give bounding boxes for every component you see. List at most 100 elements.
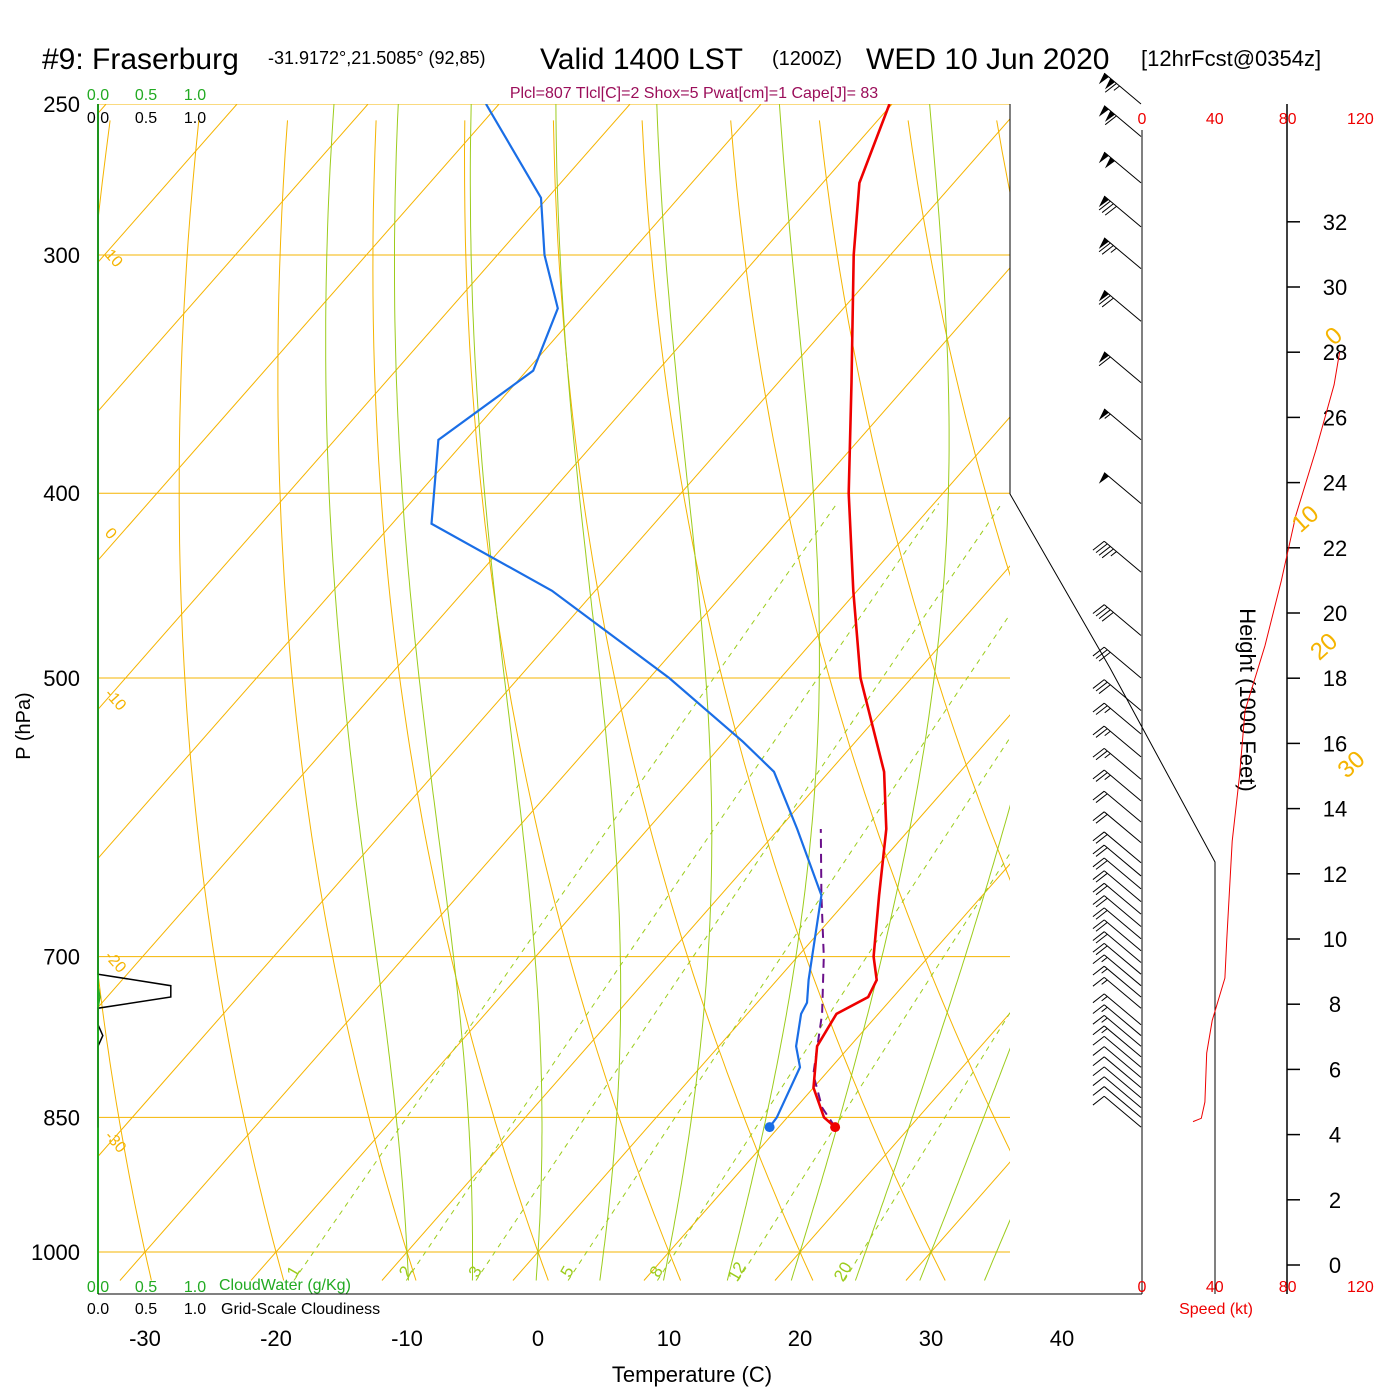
wind-barb-feather bbox=[1092, 1046, 1105, 1056]
wind-barb-staff bbox=[1103, 1046, 1142, 1078]
wind-barb-feather bbox=[1095, 872, 1108, 883]
height-tick-label: 26 bbox=[1323, 405, 1347, 430]
wind-barb-staff bbox=[1103, 907, 1142, 940]
isotherm-label: 10 bbox=[101, 246, 126, 271]
mixing-ratio-label: 20 bbox=[830, 1259, 856, 1285]
dry-adiabat-line bbox=[730, 120, 1010, 1152]
speed-tick-top: 120 bbox=[1347, 111, 1374, 128]
moist-adiabat-line bbox=[919, 1047, 1010, 1281]
wind-barb-staff bbox=[1103, 604, 1142, 636]
wind-barb-feather bbox=[1092, 702, 1105, 713]
wind-barb-pennant bbox=[1098, 73, 1109, 85]
speed-tick-bottom: 120 bbox=[1347, 1279, 1374, 1296]
wind-barb-feather bbox=[1095, 910, 1108, 920]
height-tick-label: 10 bbox=[1323, 927, 1347, 952]
wind-barb bbox=[1098, 408, 1142, 441]
wind-barb-feather bbox=[1092, 1095, 1105, 1106]
p-tick-label: 1000 bbox=[31, 1240, 80, 1265]
wind-barb-staff bbox=[1103, 965, 1142, 998]
speed-tick-bottom: 40 bbox=[1206, 1279, 1224, 1296]
isotherm-line bbox=[98, 104, 369, 413]
wind-barb-half-feather bbox=[1101, 968, 1108, 974]
wind-barb bbox=[1098, 351, 1142, 384]
cloudiness-tick-top-2: 1.0 bbox=[184, 110, 206, 127]
cloudiness-tick-bottom-0: 0.0 bbox=[87, 1301, 109, 1318]
wind-barb-staff bbox=[1103, 1015, 1142, 1047]
p-tick-label: 250 bbox=[43, 92, 80, 117]
wind-barb-feather bbox=[1092, 870, 1105, 880]
profiles bbox=[430, 104, 891, 1129]
wind-barb-staff bbox=[1103, 1076, 1142, 1108]
wind-barb-feather bbox=[1095, 649, 1108, 659]
dry-adiabat-line bbox=[641, 120, 946, 1281]
speed-axis-label: Speed (kt) bbox=[1179, 1301, 1253, 1318]
height-tick-label: 14 bbox=[1323, 797, 1347, 822]
wind-barb-feather bbox=[1095, 772, 1108, 782]
wind-barb-staff bbox=[1103, 976, 1142, 1009]
wind-barb-staff bbox=[1103, 811, 1142, 844]
isotherm-label: 0 bbox=[101, 525, 120, 543]
wind-barb-feather bbox=[1098, 356, 1111, 367]
wind-barb-pennant bbox=[1104, 110, 1115, 122]
wind-barb-feather bbox=[1095, 813, 1108, 824]
height-tick-label: 32 bbox=[1323, 210, 1347, 235]
station-coords: -31.9172°,21.5085° (92,85) bbox=[268, 48, 486, 68]
header: #9: Fraserburg -31.9172°,21.5085° (92,85… bbox=[42, 43, 1321, 102]
mixing-ratio-line bbox=[737, 852, 1010, 1281]
wind-speed-line bbox=[1192, 352, 1341, 1123]
wind-barb bbox=[1092, 907, 1142, 940]
wind-barb-feather bbox=[1092, 646, 1105, 657]
wind-barb-feather bbox=[1092, 790, 1105, 801]
isotherm-line bbox=[98, 104, 893, 1009]
moist-adiabat-line bbox=[469, 104, 543, 1281]
wind-barb-half-feather bbox=[1101, 1017, 1108, 1023]
wind-barb bbox=[1092, 965, 1142, 998]
wind-barb-feather bbox=[1101, 611, 1114, 622]
isotherm-line bbox=[250, 416, 1010, 1281]
cloudwater-tick-top-0: 0.0 bbox=[87, 87, 109, 104]
cloudiness-tick-bottom-1: 0.5 bbox=[135, 1301, 157, 1318]
wind-barb bbox=[1092, 1014, 1142, 1047]
wind-barb-staff bbox=[1103, 790, 1142, 823]
wind-barb-staff bbox=[1103, 702, 1142, 735]
wind-barb-staff bbox=[1103, 931, 1142, 963]
wind-barb-pennant bbox=[1098, 351, 1109, 363]
wind-barb-feather bbox=[1101, 245, 1114, 255]
wind-barb bbox=[1092, 604, 1142, 636]
cloudiness-label: Grid-Scale Cloudiness bbox=[221, 1301, 380, 1318]
isotherm-label: -10 bbox=[101, 686, 129, 715]
x-tick-label: 20 bbox=[788, 1326, 812, 1351]
wind-barb-feather bbox=[1095, 922, 1108, 932]
wind-barb-feather bbox=[1104, 115, 1117, 126]
wind-barb-feather bbox=[1092, 811, 1105, 822]
wind-barb bbox=[1098, 195, 1142, 228]
wind-barb-staff bbox=[1103, 408, 1142, 441]
p-tick-label: 300 bbox=[43, 243, 80, 268]
height-tick-label: 8 bbox=[1329, 992, 1341, 1017]
wind-barb-staff bbox=[1103, 1086, 1142, 1118]
wind-barb-staff bbox=[1103, 351, 1142, 384]
wind-barb-feather bbox=[1092, 844, 1105, 855]
wind-barb-pennant bbox=[1098, 152, 1109, 164]
wind-barb-feather bbox=[1095, 885, 1108, 896]
wind-barb bbox=[1098, 472, 1142, 504]
wind-barb bbox=[1092, 1046, 1142, 1078]
isotherm-line bbox=[98, 104, 631, 711]
wind-barb-feather bbox=[1098, 546, 1111, 556]
height-tick-label: 4 bbox=[1329, 1123, 1341, 1148]
wind-barb-staff bbox=[1103, 1004, 1142, 1036]
wind-barb bbox=[1092, 919, 1142, 952]
wind-barb-pennant bbox=[1098, 105, 1109, 117]
wind-barb-staff bbox=[1103, 472, 1142, 504]
cloud-scales: 0.0 0.5 1.0 0.0 0.5 1.0 0.0 0.5 1.0 Clou… bbox=[87, 87, 380, 1318]
wind-barb-feather bbox=[1092, 540, 1105, 551]
moist-adiabat-line bbox=[854, 804, 1010, 1281]
cloudwater-tick-top-1: 0.5 bbox=[135, 87, 157, 104]
wind-barb-feather bbox=[1092, 1014, 1105, 1025]
wind-barb-staff bbox=[1103, 72, 1142, 105]
wind-barb-feather bbox=[1095, 750, 1108, 761]
p-tick-label: 400 bbox=[43, 481, 80, 506]
wind-barb-staff bbox=[1103, 237, 1142, 270]
wind-barb-half-feather bbox=[1104, 730, 1111, 737]
